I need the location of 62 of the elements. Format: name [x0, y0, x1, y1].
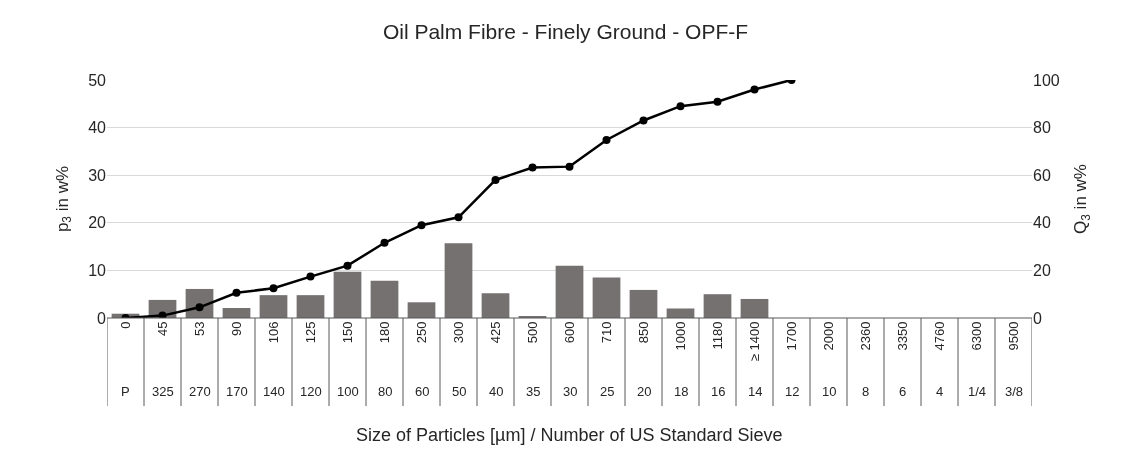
y-tick-label: 20	[88, 214, 107, 232]
y2-tick-label: 20	[1033, 262, 1051, 279]
text: 18	[674, 384, 689, 399]
text: 4	[936, 384, 944, 399]
text: 6	[899, 384, 907, 399]
x-tick-label: 425	[487, 321, 503, 344]
x-tick-label: 53	[191, 321, 207, 337]
x-tick-label: 106	[265, 321, 281, 344]
text: 1/4	[968, 384, 987, 399]
x-tick-label: 710	[598, 321, 614, 344]
text: 12	[785, 384, 800, 399]
x-tick-label: 2000	[820, 321, 836, 351]
text: 10	[822, 384, 837, 399]
text: 140	[263, 384, 285, 399]
text: 20	[637, 384, 652, 399]
y2-tick-label: 80	[1033, 119, 1051, 137]
x-tick-label: 6300	[968, 321, 984, 351]
text: 16	[711, 384, 726, 399]
text: 80	[378, 384, 393, 399]
x-tick-label: 500	[524, 321, 540, 344]
text: 35	[526, 384, 541, 399]
y2-tick-label: 100	[1033, 71, 1060, 89]
text: 100	[337, 384, 359, 399]
text: 50	[452, 384, 467, 399]
x-tick-label: 90	[228, 321, 244, 337]
x-tick-label: 250	[413, 321, 429, 344]
y-tick-label: 50	[88, 71, 107, 89]
y2-tick-label: 60	[1033, 166, 1051, 184]
chart-title: Oil Palm Fibre - Finely Ground - OPF-F	[382, 20, 749, 44]
x-tick-label: 300	[450, 321, 466, 344]
x-tick-label: 1700	[783, 321, 799, 351]
x-axis-title: Size of Particles [µm] / Number of US Standard Sieve	[356, 425, 783, 445]
x-tick-label: 3350	[894, 321, 910, 351]
x-tick-label: 150	[339, 321, 355, 344]
text: 25	[600, 384, 615, 399]
x-tick-label: 1000	[672, 321, 688, 351]
y-tick-label: 10	[88, 262, 107, 279]
text: 170	[226, 384, 248, 399]
x-tick-label: 850	[635, 321, 651, 344]
text: 3/8	[1005, 384, 1024, 399]
text: 325	[152, 384, 174, 399]
x-tick-label: 45	[154, 321, 170, 337]
text: 60	[415, 384, 430, 399]
x-tick-label: 180	[376, 321, 392, 344]
x-tick-label: 600	[561, 321, 577, 344]
text: 270	[189, 384, 211, 399]
x-tick-label: 125	[302, 321, 318, 344]
text: 8	[862, 384, 870, 399]
x-tick-label: 9500	[1005, 321, 1021, 351]
text: 14	[748, 384, 763, 399]
y-tick-label: 40	[88, 119, 107, 137]
x-tick-label: 2360	[857, 321, 873, 351]
x-tick-label: ≥ 1400	[746, 321, 762, 362]
x-tick-label: 4760	[931, 321, 947, 351]
text: 120	[300, 384, 322, 399]
text: 30	[563, 384, 578, 399]
y-tick-label: 30	[88, 166, 107, 184]
x-tick-label: 0	[117, 321, 133, 329]
text: P	[121, 384, 130, 399]
y2-tick-label: 40	[1033, 214, 1051, 232]
text: 40	[489, 384, 504, 399]
x-tick-label: 1180	[709, 321, 725, 350]
